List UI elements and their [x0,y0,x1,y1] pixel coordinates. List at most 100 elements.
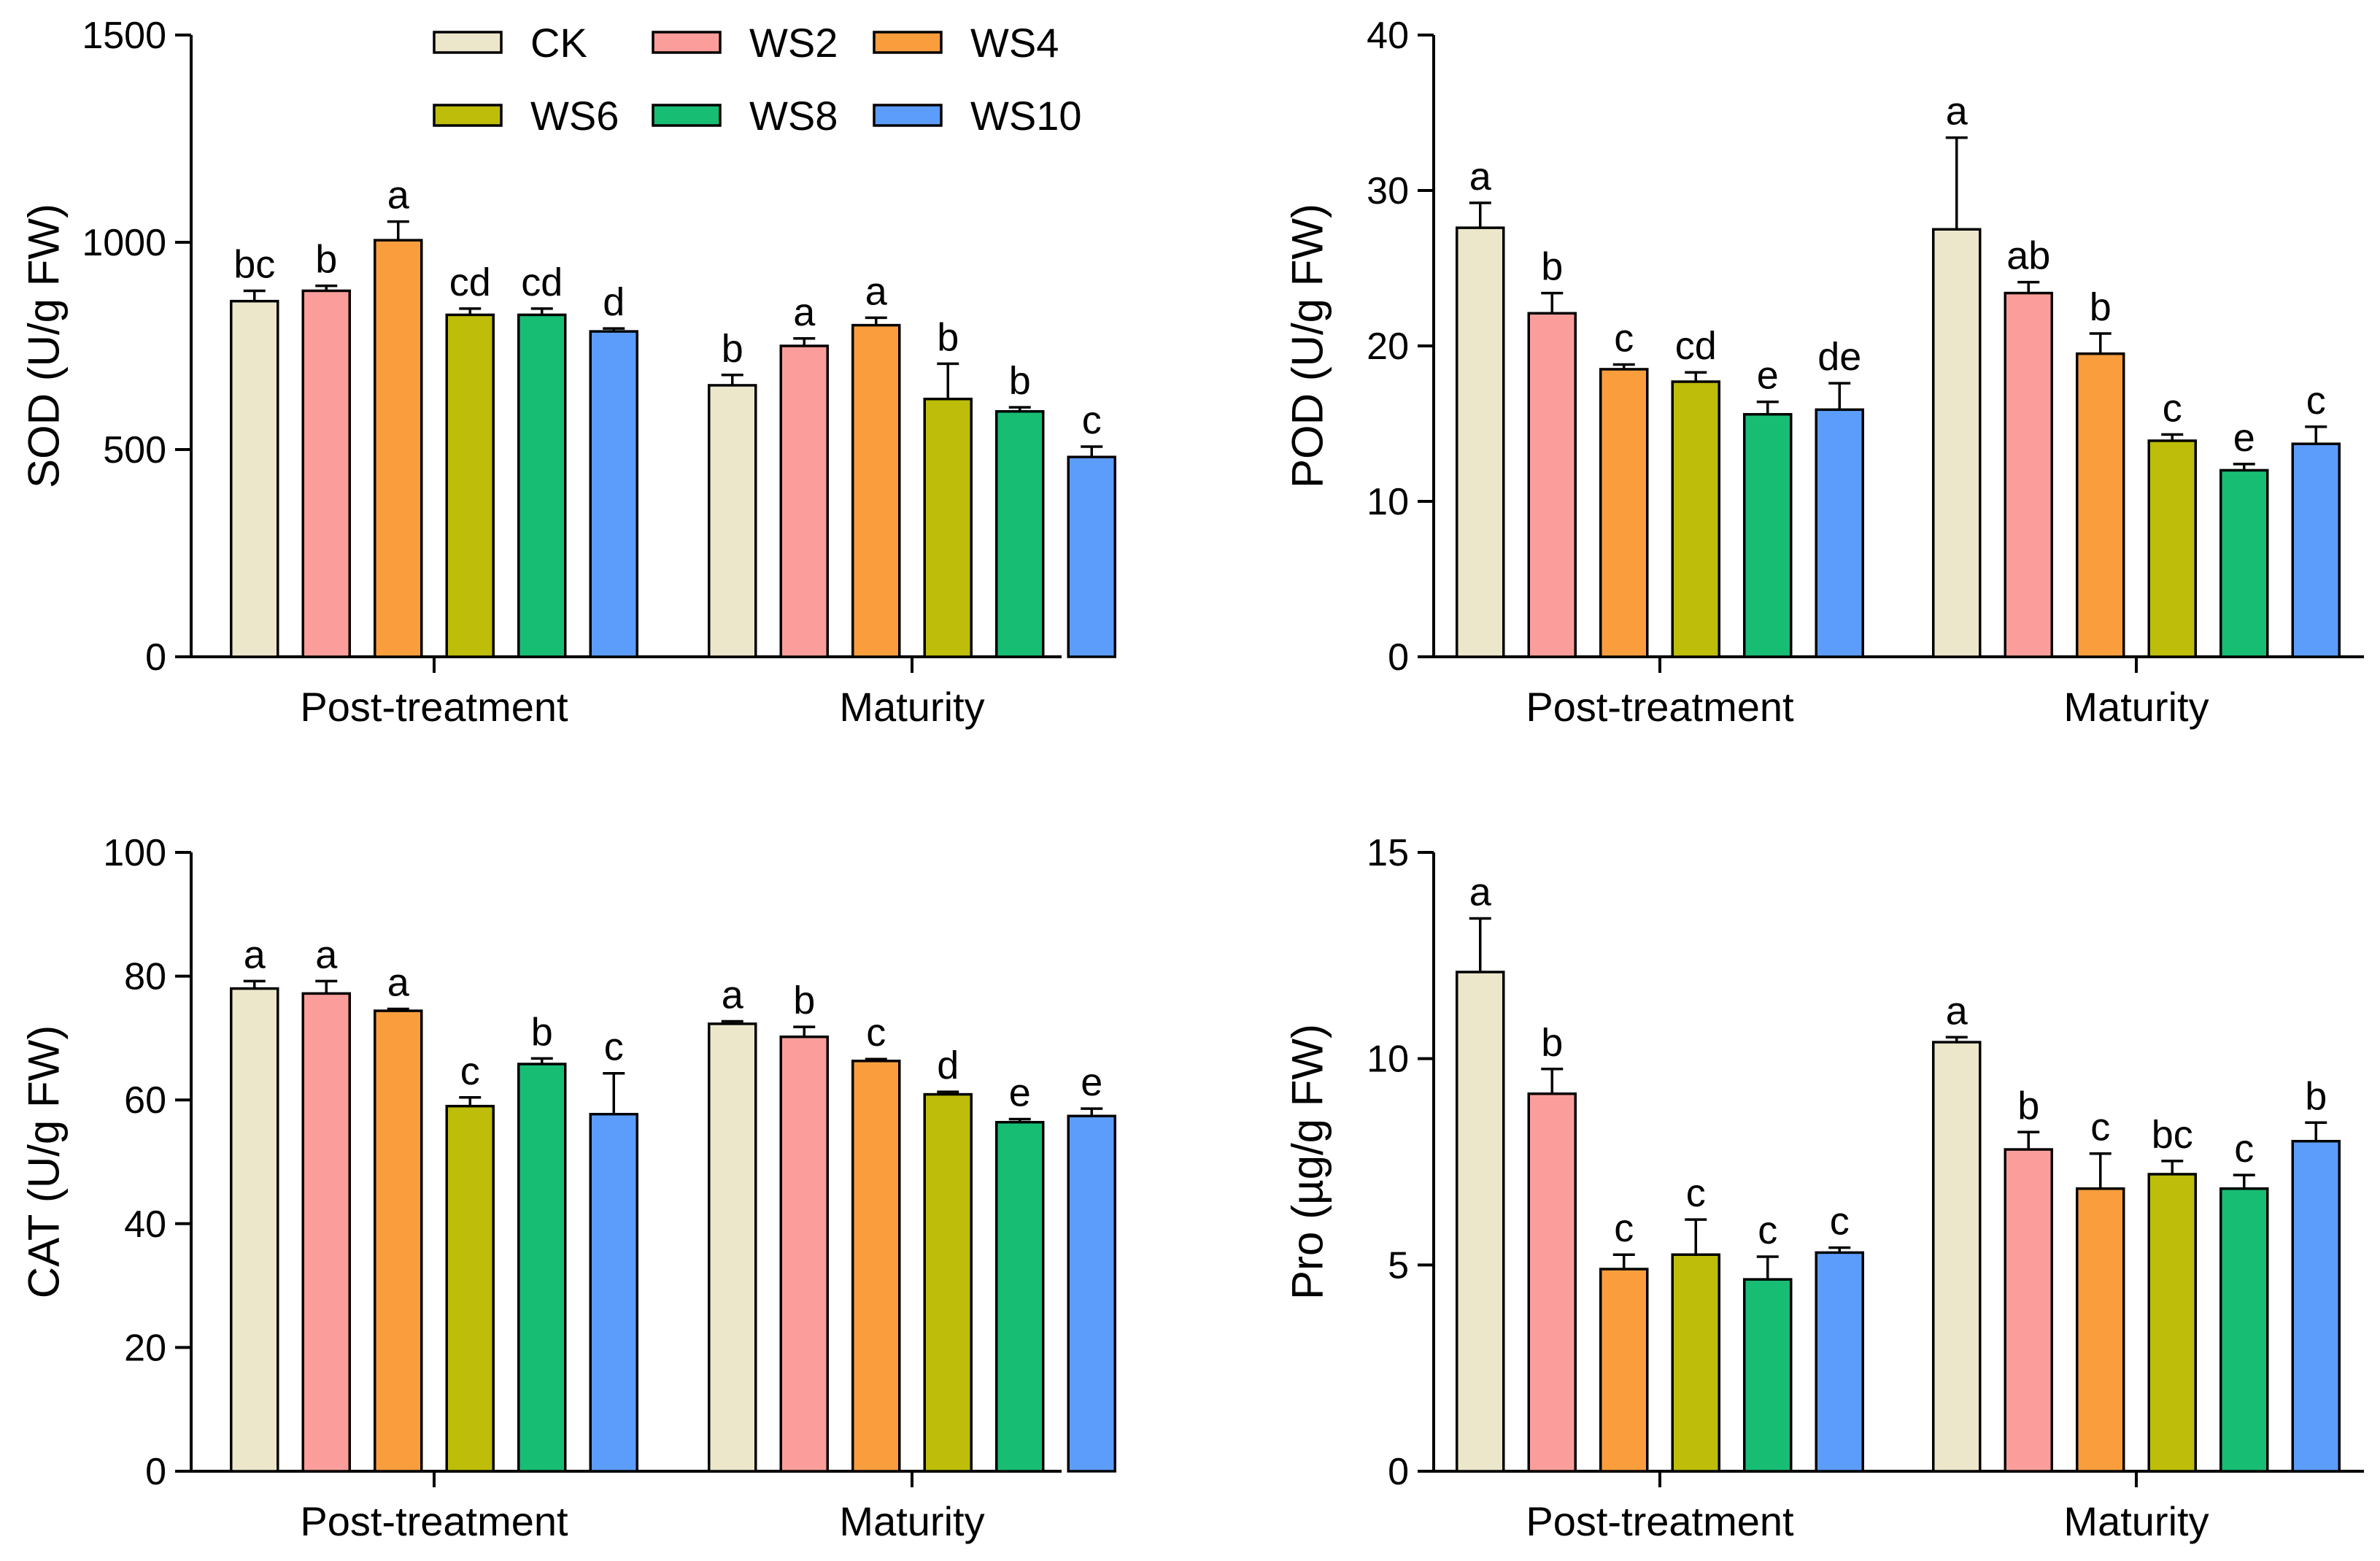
y-tick-label: 0 [1388,1451,1409,1493]
significance-letter: b [1009,359,1031,403]
significance-letter: a [1946,989,1968,1033]
bar-ws2 [1527,1092,1577,1473]
x-category-label: Maturity [839,1498,984,1544]
significance-letter: cd [521,261,563,304]
bar-ws8 [517,313,567,658]
significance-letter: cd [449,261,491,304]
significance-letter: de [1817,335,1861,379]
bar-ws8 [995,409,1045,658]
pro-chart: 0 5 10 15 Post-treatment Maturity Pro (µg/g FW… [1283,832,2364,1544]
x-category-label: Maturity [2063,1498,2209,1544]
significance-letter: e [1757,354,1779,398]
significance-letter: b [531,1010,553,1054]
bar-ws2 [301,992,351,1473]
bar-ws6 [2147,439,2197,658]
y-tick-label: 30 [1367,170,1409,212]
significance-letter: c [1614,1206,1634,1250]
bar-ws8 [2219,1187,2269,1473]
bar-ck [708,1022,757,1473]
significance-letter: b [2017,1084,2039,1128]
legend-label-ck: CK [530,20,587,66]
significance-letter: a [1469,870,1492,914]
y-tick-label: 40 [1367,15,1409,57]
bar-ws6 [1671,1253,1720,1473]
bar-ws10 [2291,442,2341,658]
pod-chart: 0 10 20 30 40 Post-treatment Maturity POD (U/g … [1283,15,2364,730]
bar-ws10 [1815,408,1864,658]
significance-letter: a [1469,155,1492,199]
significance-letter: a [315,933,338,976]
bar-ws8 [1743,1278,1793,1473]
bar-ck [1932,228,1982,658]
bar-ck [1932,1041,1982,1473]
bar-ws4 [1599,1268,1649,1473]
bar-ck [708,384,757,658]
y-axis-title: Pro (µg/g FW) [1283,1024,1332,1300]
bar-ws6 [1671,380,1720,658]
bar-ck [1456,971,1505,1473]
y-axis-title: CAT (U/g FW) [20,1025,69,1298]
y-axis-title: POD (U/g FW) [1283,204,1332,488]
significance-letter: b [937,315,959,359]
cat-chart: 0 20 40 60 80 100 Post-treatment Maturity CAT (U… [20,832,1116,1544]
y-tick-label: 0 [145,636,166,679]
bar-ws6 [445,1104,495,1473]
bar-ws6 [2147,1173,2197,1473]
significance-letter: bc [2152,1113,2193,1157]
bar-ws8 [517,1063,567,1473]
significance-letter: c [866,1011,886,1055]
bar-ws6 [923,397,973,658]
significance-letter: b [722,327,743,371]
bar-ws10 [2291,1139,2341,1473]
bar-ck [230,299,279,658]
significance-letter: d [603,280,625,324]
significance-letter: c [1830,1200,1850,1244]
bar-ws10 [1067,1114,1116,1473]
y-tick-label: 20 [124,1327,166,1369]
significance-letter: c [2306,379,2326,423]
y-tick-label: 80 [124,956,166,998]
significance-letter: b [2305,1074,2327,1118]
bar-ws4 [2076,352,2125,658]
significance-letter: b [1541,245,1563,289]
bar-ws8 [995,1120,1045,1473]
legend-swatch-ws10 [873,104,943,127]
significance-letter: ab [2006,234,2050,278]
legend-label-ws10: WS10 [970,93,1082,139]
y-tick-label: 40 [124,1203,166,1246]
y-tick-label: 0 [145,1451,166,1493]
significance-letter: e [2233,416,2255,460]
bar-ws10 [1067,455,1116,658]
x-category-label: Maturity [839,684,984,730]
bar-ws2 [1527,312,1577,658]
significance-letter: b [2090,285,2112,329]
significance-letter: c [1614,317,1634,361]
y-tick-label: 1000 [82,222,166,264]
significance-letter: e [1081,1060,1102,1104]
legend-swatch-ws6 [433,104,503,127]
legend: CK WS2 WS4 WS6 WS8 WS10 [433,20,1082,139]
y-tick-label: 20 [1367,325,1409,368]
significance-letter: a [793,290,816,334]
significance-letter: cd [1675,324,1717,368]
bar-ws4 [851,323,901,658]
bar-ws10 [589,330,638,658]
legend-label-ws8: WS8 [749,93,838,139]
legend-label-ws4: WS4 [970,20,1059,66]
bar-ck [230,987,279,1473]
x-category-label: Post-treatment [300,684,568,730]
significance-letter: a [387,961,410,1005]
x-category-label: Post-treatment [1526,1498,1794,1544]
legend-swatch-ws4 [873,31,943,54]
significance-letter: c [2090,1106,2110,1149]
legend-swatch-ck [433,31,503,54]
bar-ws8 [2219,469,2269,658]
significance-letter: c [1686,1171,1706,1215]
y-axis-title: SOD (U/g FW) [20,204,69,488]
bar-ws6 [923,1092,973,1473]
bar-ws8 [1743,412,1793,658]
significance-letter: e [1009,1071,1031,1114]
legend-label-ws6: WS6 [530,93,619,139]
bar-ws4 [374,239,423,658]
significance-letter: c [2234,1127,2254,1171]
